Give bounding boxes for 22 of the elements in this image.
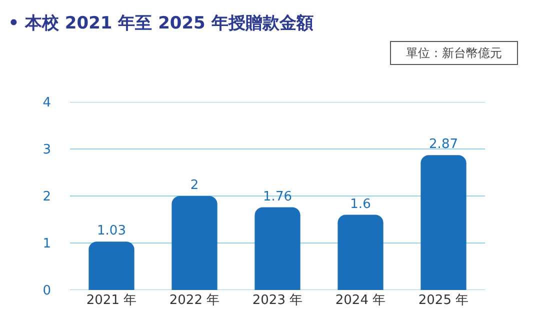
data-label: 1.6 <box>350 196 371 212</box>
bar <box>420 155 466 290</box>
x-tick-label: 2023 年 <box>252 293 303 308</box>
x-tick-label: 2025 年 <box>418 293 469 308</box>
bar <box>254 207 300 290</box>
data-label: 2 <box>190 178 199 193</box>
data-label: 1.76 <box>263 189 292 204</box>
bar <box>88 242 134 290</box>
bar <box>338 214 384 290</box>
x-tick-label: 2022 年 <box>169 293 220 308</box>
y-tick-label: 4 <box>42 96 51 111</box>
bar <box>172 196 218 290</box>
x-tick-label: 2024 年 <box>335 293 386 308</box>
data-label: 1.03 <box>97 224 126 239</box>
y-tick-label: 0 <box>42 284 51 299</box>
chart-title: • 本校 2021 年至 2025 年授贈款金額 <box>8 14 314 34</box>
text: 單位：新台幣億元 <box>406 46 502 60</box>
y-tick-label: 2 <box>42 190 51 205</box>
data-label: 2.87 <box>429 137 458 152</box>
x-tick-label: 2021 年 <box>86 293 137 308</box>
y-tick-label: 1 <box>42 236 51 252</box>
y-tick-label: 3 <box>42 142 51 158</box>
